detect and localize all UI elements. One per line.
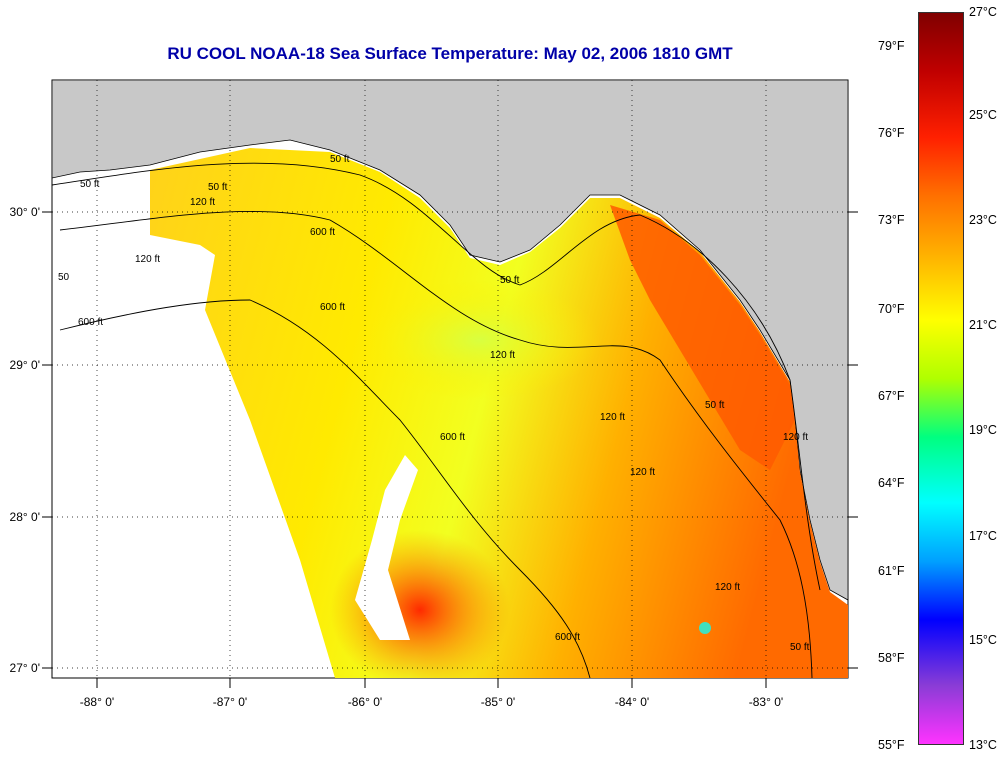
fahrenheit-label: 70°F [878,302,905,316]
land-area [52,80,848,601]
contour-label: 120 ft [600,412,625,423]
celsius-label: 13°C [969,738,997,752]
map-title: RU COOL NOAA-18 Sea Surface Temperature:… [167,44,733,63]
fahrenheit-label: 73°F [878,213,905,227]
contour-label: 600 ft [555,632,580,643]
latitude-labels: 30° 0' 29° 0' 28° 0' 27° 0' [10,205,40,675]
fahrenheit-label: 67°F [878,389,905,403]
fahrenheit-label: 58°F [878,651,905,665]
fahrenheit-label: 76°F [878,126,905,140]
cool-patch-center [360,280,600,400]
celsius-label: 27°C [969,5,997,19]
no-data-gap [355,455,418,640]
contour-label: 50 ft [208,182,228,193]
celsius-label: 19°C [969,423,997,437]
contour-label: 120 ft [135,254,160,265]
celsius-label: 21°C [969,318,997,332]
fahrenheit-label: 61°F [878,564,905,578]
lon-label: -87° 0' [213,695,247,709]
contour-label: 600 ft [320,302,345,313]
fahrenheit-label: 55°F [878,738,905,752]
lon-label: -88° 0' [80,695,114,709]
lat-label: 29° 0' [10,358,40,372]
lat-label: 30° 0' [10,205,40,219]
longitude-labels: -88° 0' -87° 0' -86° 0' -85° 0' -84° 0' … [80,695,783,709]
lon-label: -84° 0' [615,695,649,709]
color-scale-bar [918,12,964,745]
contour-label: 50 ft [80,179,100,190]
lat-label: 27° 0' [10,661,40,675]
contour-label: 50 ft [500,275,520,286]
contour-label: 600 ft [440,432,465,443]
cool-spot [699,622,711,634]
contour-label: 120 ft [715,582,740,593]
celsius-label: 23°C [969,213,997,227]
lon-label: -85° 0' [481,695,515,709]
contour-label: 600 ft [78,317,103,328]
contour-label: 50 ft [705,400,725,411]
celsius-label: 25°C [969,108,997,122]
warm-patch-southwest [330,530,510,678]
celsius-label: 17°C [969,529,997,543]
contour-label: 120 ft [190,197,215,208]
lon-label: -83° 0' [749,695,783,709]
contour-label: 50 ft [790,642,810,653]
lat-label: 28° 0' [10,510,40,524]
fahrenheit-label: 79°F [878,39,905,53]
contour-label: 120 ft [630,467,655,478]
fahrenheit-label: 64°F [878,476,905,490]
contour-label: 120 ft [490,350,515,361]
axis-ticks [42,211,858,688]
celsius-label: 15°C [969,633,997,647]
depth-contours [52,162,821,678]
warm-patch-east [610,205,795,470]
contour-label: 120 ft [783,432,808,443]
contour-label: 600 ft [310,227,335,238]
lon-label: -86° 0' [348,695,382,709]
contour-label: 50 [58,272,70,283]
contour-label: 50 ft [330,154,350,165]
contour-labels: 50 ft 120 ft 600 ft 120 ft 50 ft 600 ft … [58,154,810,653]
